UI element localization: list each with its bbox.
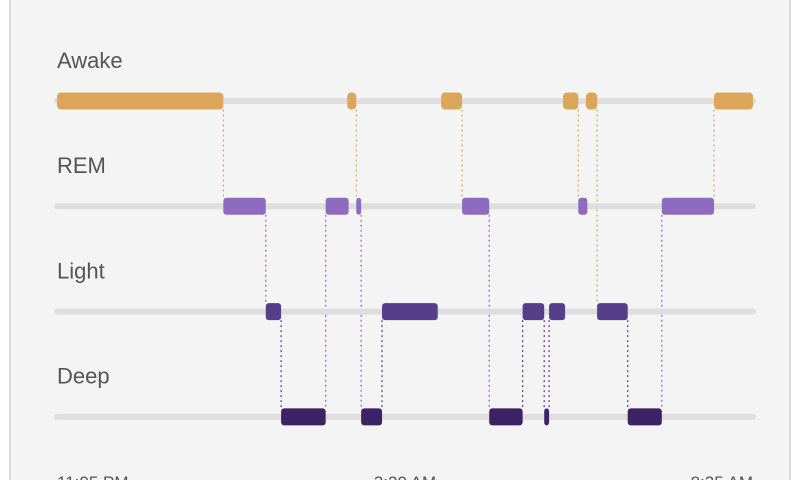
stage-bar [325, 197, 349, 215]
stage-label: REM [57, 153, 106, 178]
stage-bar [578, 197, 588, 215]
stage-bar [57, 92, 224, 110]
stage-label: Awake [57, 48, 123, 73]
stage-label: Deep [57, 364, 110, 389]
stage-bar [562, 92, 579, 110]
stage-label: Light [57, 258, 105, 283]
stage-bar [382, 303, 438, 321]
x-tick-label: 11:05 PM [57, 473, 129, 480]
stage-bar [714, 92, 753, 110]
stage-bar [361, 408, 383, 426]
stage-bar [489, 408, 523, 426]
stage-bar [522, 303, 545, 321]
stage-bar [597, 303, 628, 321]
stage-bar [627, 408, 662, 426]
stage-bar [661, 197, 715, 215]
stage-bar [549, 303, 566, 321]
stage-bar [281, 408, 326, 426]
stage-bar [347, 92, 357, 110]
x-tick-label: 3:20 AM [374, 473, 436, 480]
stage-bar [356, 197, 362, 215]
x-tick-label: 8:35 AM [691, 473, 753, 480]
stage-bar [585, 92, 598, 110]
stage-bar [223, 197, 266, 215]
stage-bar [544, 408, 550, 426]
stage-bar [462, 197, 490, 215]
card [9, 0, 791, 480]
stage-bar [441, 92, 463, 110]
stage-bar [265, 303, 282, 321]
